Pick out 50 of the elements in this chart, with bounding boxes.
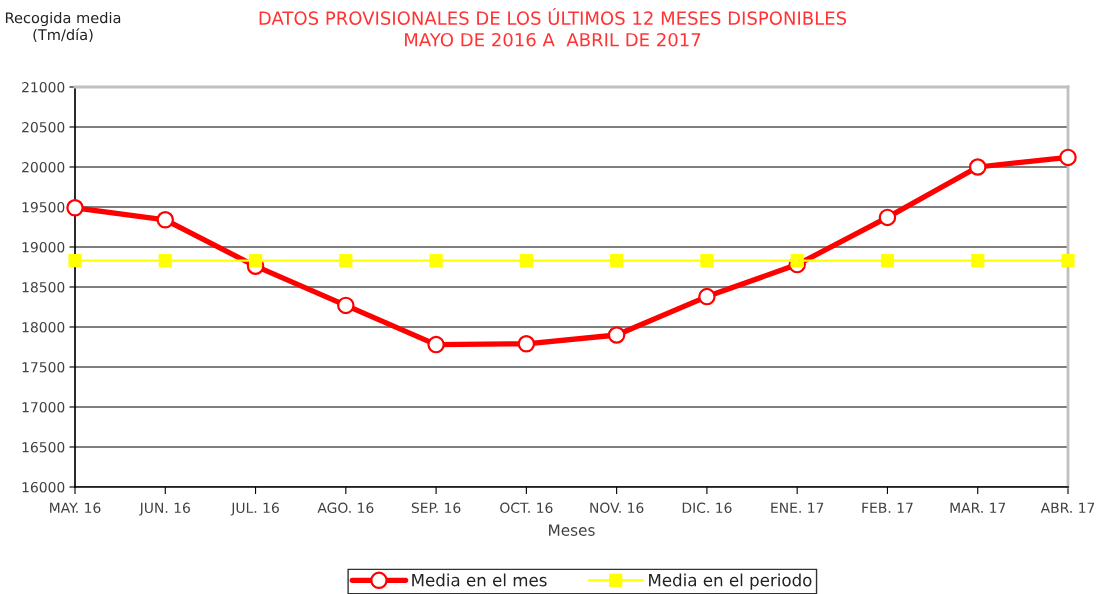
- point: [156, 211, 175, 229]
- x-tick-label: ENE. 17: [771, 502, 824, 513]
- point: [68, 254, 82, 268]
- x-tick-label: MAY. 16: [50, 502, 101, 514]
- x-tick-label: JUN. 16: [138, 502, 190, 516]
- y-tick-label: 16000: [22, 481, 65, 493]
- x-tick-label: ABR. 17: [1040, 502, 1095, 513]
- x-tick-label: OCT. 16: [500, 502, 553, 514]
- x-tick-label: NOV. 16: [590, 502, 644, 514]
- point: [700, 254, 714, 268]
- point: [971, 254, 985, 268]
- y-tick-label: 21000: [22, 81, 65, 93]
- y-tick-label: 19000: [22, 241, 65, 253]
- point: [337, 296, 355, 315]
- x-tick-label: DIC. 16: [682, 502, 732, 514]
- legend-label: Media en el mes: [412, 573, 547, 587]
- point: [1059, 148, 1077, 167]
- point: [339, 254, 353, 268]
- chart-title: DATOS PROVISIONALES DE LOS ÚLTIMOS 12 MESES DISPONIBLES MAYO DE 2016 A ABRIL DE 2017: [259, 8, 847, 47]
- point: [880, 254, 895, 268]
- point: [158, 254, 172, 268]
- point: [968, 158, 987, 176]
- x-tick-label: MAR. 17: [950, 502, 1006, 513]
- point: [427, 335, 445, 354]
- point: [698, 287, 716, 306]
- y-tick-label: 18000: [22, 321, 65, 333]
- y-tick-label: 18500: [22, 281, 65, 293]
- point: [248, 254, 263, 268]
- x-tick-label: SEP. 16: [411, 502, 461, 514]
- x-axis-title: Meses: [549, 524, 595, 536]
- x-tick-label: FEB. 17: [862, 502, 913, 513]
- y-tick-label: 20500: [22, 121, 65, 133]
- point: [519, 254, 533, 268]
- y-axis-title: Recogida media (Tm/día): [5, 12, 121, 42]
- y-tick-label: 19500: [22, 201, 65, 213]
- y-tick-label: 16500: [22, 441, 65, 453]
- y-tick-label: 17000: [22, 401, 65, 413]
- point: [790, 254, 804, 268]
- y-tick-label: 17500: [22, 361, 65, 373]
- legend-label: Media en el periodo: [649, 573, 812, 590]
- point: [429, 254, 443, 268]
- y-tick-label: 20000: [22, 161, 65, 173]
- point: [1061, 254, 1075, 268]
- point: [607, 326, 626, 344]
- x-tick-label: JUL. 16: [230, 502, 279, 516]
- point: [878, 208, 897, 227]
- point: [610, 254, 624, 268]
- point: [517, 335, 536, 353]
- x-tick-label: AGO. 16: [317, 502, 374, 514]
- point: [66, 199, 84, 217]
